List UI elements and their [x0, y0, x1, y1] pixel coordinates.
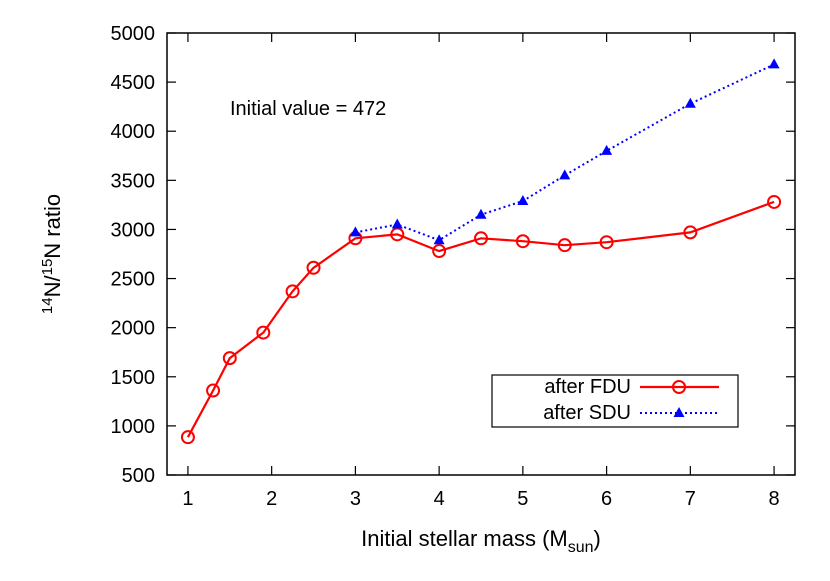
y-tick-label: 3000 [111, 219, 156, 241]
x-axis-title-main: Initial stellar mass (M [361, 526, 568, 551]
x-tick-label: 6 [601, 488, 612, 510]
data-point-fdu [180, 430, 195, 445]
x-tick-label: 4 [434, 488, 445, 510]
x-tick-label: 3 [350, 488, 361, 510]
x-tick-label: 7 [685, 488, 696, 510]
axis-ticks: 1 2 3 4 5 6 7 8 500 1000 1500 2000 2500 3000 3500 4000 4… [111, 23, 795, 510]
y-tick-label: 5000 [111, 23, 156, 45]
y-axis-title-mid: N/ [40, 275, 65, 298]
data-point-sdu [768, 58, 780, 69]
data-point-fdu [306, 260, 321, 275]
series-line-sdu [355, 63, 775, 242]
y-tick-label: 500 [122, 465, 155, 487]
y-tick-label: 1000 [111, 416, 156, 438]
data-point-fdu [515, 234, 530, 249]
data-point-sdu [433, 234, 445, 245]
plot-frame [166, 32, 796, 476]
y-tick-label: 2000 [111, 318, 156, 340]
legend-marker-fdu [672, 380, 686, 394]
legend-box [491, 374, 739, 428]
y-tick-label: 3500 [111, 170, 156, 192]
series-markers [180, 58, 782, 445]
data-point-fdu [683, 225, 698, 240]
x-tick-label: 8 [769, 488, 780, 510]
data-point-fdu [474, 231, 488, 246]
legend-label-sdu: after SDU [543, 402, 631, 424]
data-point-sdu [391, 218, 403, 229]
data-point-sdu [475, 208, 487, 219]
x-axis-title-close: ) [594, 526, 601, 551]
data-point-sdu [684, 97, 696, 108]
data-point-fdu [557, 238, 572, 253]
x-tick-label: 1 [182, 488, 193, 510]
y-axis-title: 14N/15N ratio [39, 194, 65, 314]
y-tick-label: 4000 [111, 121, 156, 143]
legend-marker-sdu [673, 407, 685, 417]
y-tick-label: 2500 [111, 269, 156, 291]
series-line-fdu [186, 200, 775, 438]
legend-label-fdu: after FDU [544, 376, 631, 398]
data-point-sdu [349, 226, 361, 237]
data-point-sdu [559, 169, 571, 180]
x-tick-label: 5 [517, 488, 528, 510]
data-point-fdu [256, 325, 271, 340]
annotation-initial-value: Initial value = 472 [230, 98, 386, 120]
y-axis-title-sup2: 15 [39, 259, 56, 276]
x-axis-title: Initial stellar mass (Msun) [361, 526, 601, 556]
data-point-fdu [767, 194, 782, 209]
data-point-sdu [517, 194, 529, 205]
y-tick-label: 4500 [111, 72, 156, 94]
data-point-fdu [599, 235, 614, 250]
y-axis-title-end: N ratio [40, 194, 65, 259]
data-point-sdu [601, 144, 613, 155]
y-axis-title-sup1: 14 [39, 297, 56, 314]
y-tick-label: 1500 [111, 367, 156, 389]
data-point-fdu [285, 284, 300, 299]
data-point-fdu [432, 244, 447, 259]
x-axis-title-sub: sun [568, 539, 594, 556]
x-tick-label: 2 [266, 488, 277, 510]
data-point-fdu [206, 383, 221, 398]
legend: after FDU after SDU [491, 374, 739, 428]
data-point-fdu [222, 351, 237, 366]
